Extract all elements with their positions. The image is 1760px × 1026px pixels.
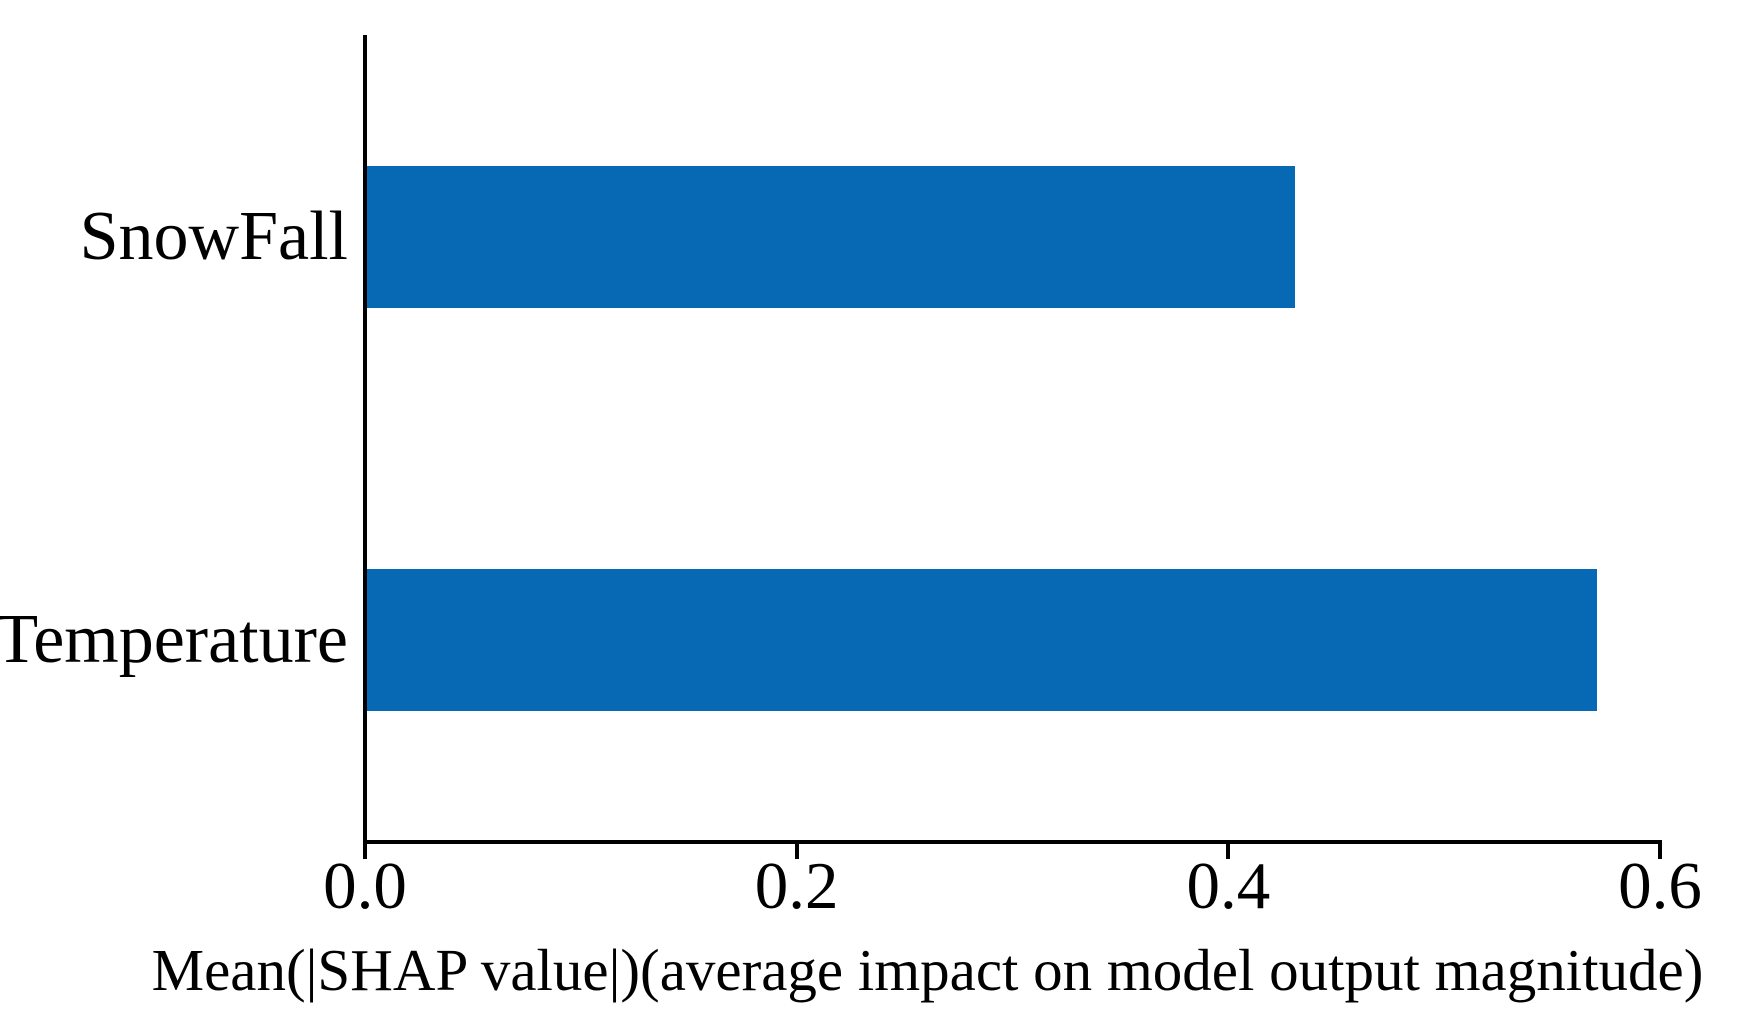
x-tick-label-0.2: 0.2: [754, 849, 839, 923]
x-axis-title: Mean(|SHAP value|)(average impact on mod…: [151, 937, 1704, 1003]
x-tick-label-0.4: 0.4: [1186, 849, 1271, 923]
x-tick-0.2: [794, 844, 799, 859]
x-tick-label-0.0: 0.0: [323, 849, 407, 923]
x-axis-spine: [363, 840, 1662, 844]
x-tick-0.4: [1226, 844, 1231, 859]
x-tick-label-0.6: 0.6: [1618, 849, 1702, 923]
bar-temperature: [367, 569, 1597, 712]
category-label-temperature: Temperature: [0, 601, 348, 679]
category-label-snowfall: SnowFall: [79, 197, 348, 275]
x-tick-0.6: [1658, 844, 1662, 859]
y-axis-spine: [363, 35, 367, 844]
bar-snowfall: [367, 165, 1295, 308]
x-tick-0.0: [363, 844, 367, 859]
